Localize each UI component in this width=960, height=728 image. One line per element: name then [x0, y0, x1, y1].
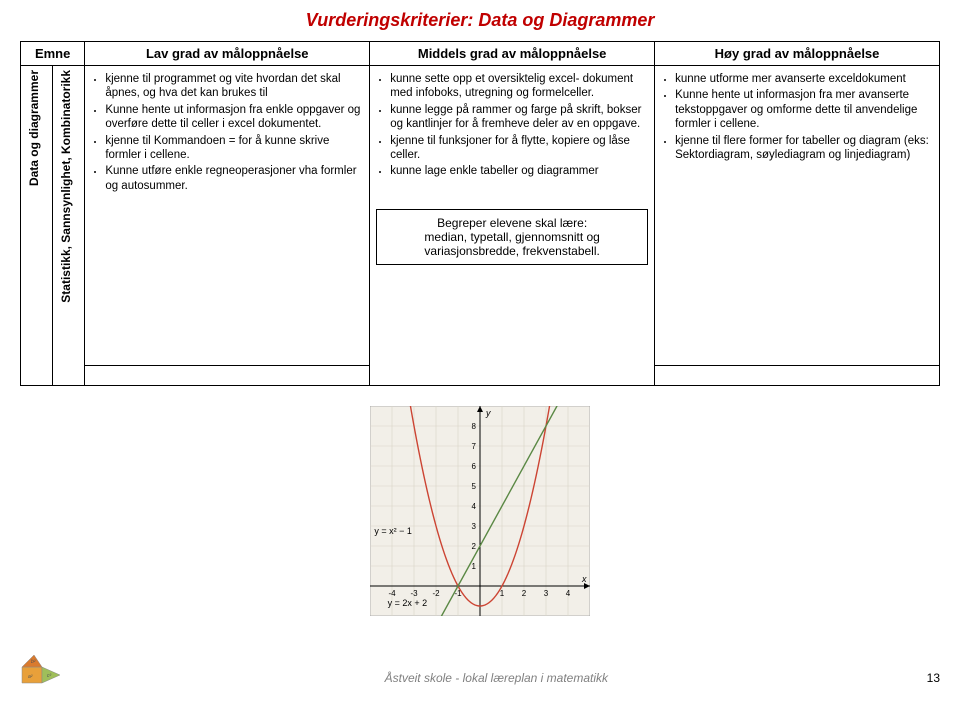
chart-container: -4-3-2-1123412345678yxy = x² − 1y = 2x +…: [20, 406, 940, 619]
svg-text:3: 3: [544, 589, 549, 598]
header-emne: Emne: [21, 42, 85, 66]
sidebar-outer: Data og diagrammer: [27, 70, 41, 186]
svg-text:5: 5: [472, 482, 477, 491]
svg-text:-2: -2: [432, 589, 440, 598]
svg-text:y: y: [485, 408, 491, 418]
concepts-text: median, typetall, gjennomsnitt og varias…: [383, 230, 641, 258]
content-row: Data og diagrammer Statistikk, Sannsynli…: [21, 66, 940, 366]
bullet: kjenne til flere former for tabeller og …: [675, 134, 933, 163]
svg-text:x: x: [581, 574, 587, 584]
svg-text:y = x² − 1: y = x² − 1: [374, 526, 412, 536]
bullet: kjenne til Kommandoen = for å kunne skri…: [105, 134, 363, 163]
sidebar-inner: Statistikk, Sannsynlighet, Kombinatorikk: [59, 70, 73, 303]
cell-lav: kjenne til programmet og vite hvordan de…: [85, 66, 370, 366]
concepts-heading: Begreper elevene skal lære:: [383, 216, 641, 230]
bullet: kunne utforme mer avanserte exceldokumen…: [675, 72, 933, 86]
svg-text:-3: -3: [410, 589, 418, 598]
bullet: kjenne til programmet og vite hvordan de…: [105, 72, 363, 101]
svg-text:7: 7: [472, 442, 477, 451]
svg-text:2: 2: [522, 589, 527, 598]
bullet: Kunne utføre enkle regneoperasjoner vha …: [105, 164, 363, 193]
svg-text:c²: c²: [47, 673, 52, 679]
cell-mid: kunne sette opp et oversiktelig excel- d…: [370, 66, 655, 386]
svg-text:6: 6: [472, 462, 477, 471]
header-lav: Lav grad av måloppnåelse: [85, 42, 370, 66]
bullet: Kunne hente ut informasjon fra mer avans…: [675, 88, 933, 131]
svg-text:3: 3: [472, 522, 477, 531]
page-title: Vurderingskriterier: Data og Diagrammer: [20, 10, 940, 31]
bullet: kjenne til funksjoner for å flytte, kopi…: [390, 134, 648, 163]
header-mid: Middels grad av måloppnåelse: [370, 42, 655, 66]
page-number: 13: [927, 671, 940, 685]
logo-icon: a² c² b²: [20, 649, 66, 685]
header-hoy: Høy grad av måloppnåelse: [655, 42, 940, 66]
svg-text:4: 4: [472, 502, 477, 511]
svg-text:2: 2: [472, 542, 477, 551]
criteria-table: Emne Lav grad av måloppnåelse Middels gr…: [20, 41, 940, 386]
bullet: Kunne hente ut informasjon fra enkle opp…: [105, 103, 363, 132]
function-chart: -4-3-2-1123412345678yxy = x² − 1y = 2x +…: [370, 406, 590, 616]
footer-text: Åstveit skole - lokal læreplan i matemat…: [385, 671, 608, 685]
header-row: Emne Lav grad av måloppnåelse Middels gr…: [21, 42, 940, 66]
bullet: kunne lage enkle tabeller og diagrammer: [390, 164, 648, 178]
svg-text:1: 1: [472, 562, 477, 571]
svg-text:b²: b²: [31, 659, 36, 665]
svg-text:-4: -4: [388, 589, 396, 598]
svg-text:8: 8: [472, 422, 477, 431]
bullet: kunne sette opp et oversiktelig excel- d…: [390, 72, 648, 101]
svg-text:1: 1: [500, 589, 505, 598]
svg-text:4: 4: [566, 589, 571, 598]
svg-text:y = 2x + 2: y = 2x + 2: [388, 598, 428, 608]
cell-hoy: kunne utforme mer avanserte exceldokumen…: [655, 66, 940, 366]
svg-text:a²: a²: [28, 674, 33, 680]
bullet: kunne legge på rammer og farge på skrift…: [390, 103, 648, 132]
